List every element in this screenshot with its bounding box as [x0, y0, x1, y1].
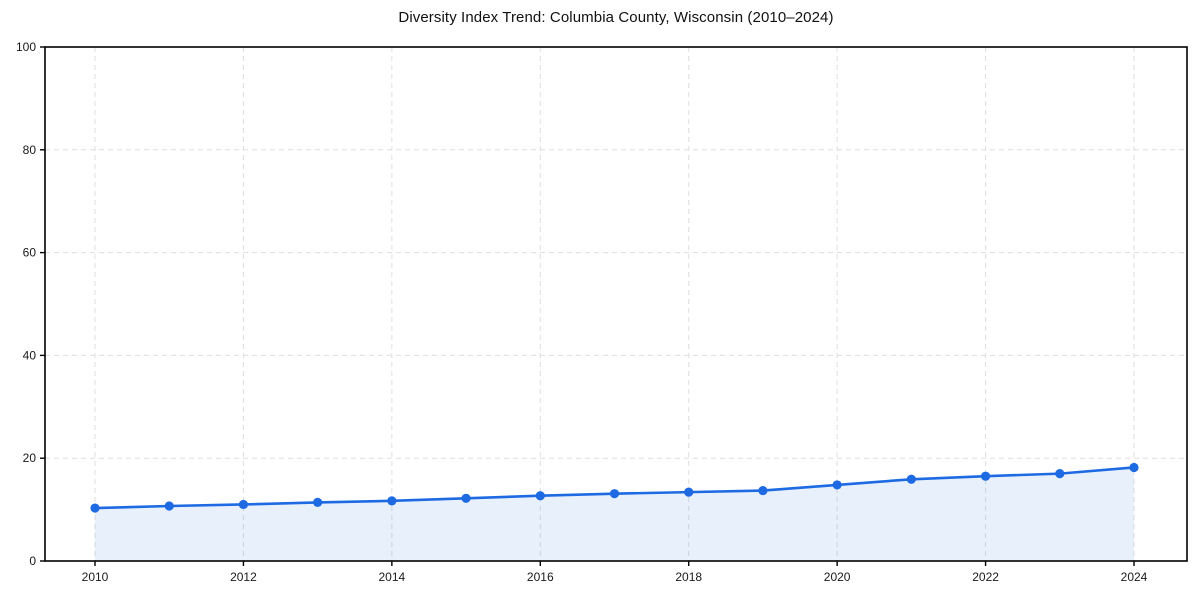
- data-points: [90, 462, 1139, 513]
- data-point-2011: [164, 501, 174, 511]
- data-point-2010: [90, 503, 100, 513]
- y-tick-label-60: 60: [23, 246, 37, 260]
- data-point-2020: [832, 480, 842, 490]
- area-fill: [95, 467, 1134, 561]
- data-point-2016: [535, 491, 545, 501]
- axis-ticks: [40, 46, 1135, 566]
- x-tick-label-2022: 2022: [972, 570, 999, 584]
- x-tick-label-2010: 2010: [82, 570, 109, 584]
- data-point-2014: [387, 496, 397, 506]
- x-tick-label-2018: 2018: [675, 570, 702, 584]
- chart-title: Diversity Index Trend: Columbia County, …: [398, 9, 834, 26]
- x-tick-label-2014: 2014: [379, 570, 406, 584]
- data-point-2018: [684, 487, 694, 497]
- plot-frame: [44, 46, 1188, 562]
- data-point-2023: [1055, 469, 1065, 479]
- data-point-2021: [906, 474, 916, 484]
- data-point-2013: [313, 497, 323, 508]
- y-tick-label-20: 20: [23, 451, 37, 465]
- data-point-2019: [758, 485, 768, 496]
- data-point-2012: [238, 499, 249, 510]
- data-point-2024: [1129, 462, 1139, 473]
- data-point-2015: [461, 493, 471, 503]
- y-tick-label-100: 100: [16, 40, 36, 54]
- y-tick-label-80: 80: [23, 143, 37, 157]
- x-tick-label-2016: 2016: [527, 570, 554, 584]
- axis-tick-labels: 2010 2012 2014 2016 2018 2020 2022 2024 0 20 40 60 8…: [16, 40, 1148, 584]
- x-tick-label-2024: 2024: [1121, 570, 1148, 584]
- y-tick-label-40: 40: [23, 348, 37, 362]
- data-point-2017: [609, 489, 620, 499]
- x-tick-label-2020: 2020: [824, 570, 851, 584]
- x-tick-label-2012: 2012: [230, 570, 257, 584]
- y-tick-label-0: 0: [29, 554, 36, 568]
- data-point-2022: [980, 471, 991, 481]
